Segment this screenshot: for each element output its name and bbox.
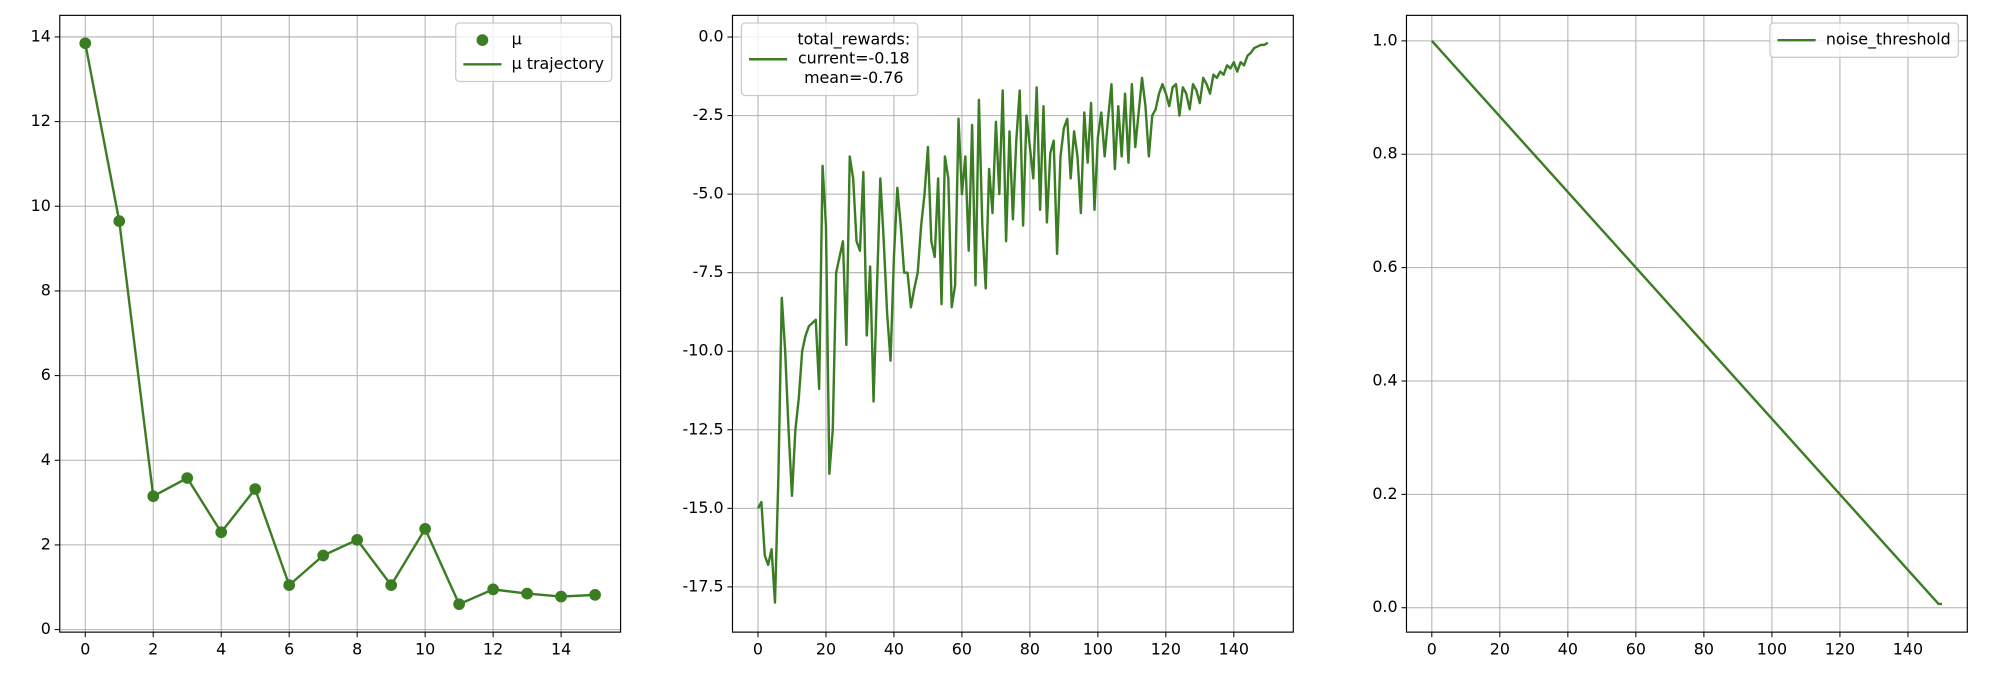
point — [589, 589, 601, 601]
x-tick-label: 0 — [753, 639, 763, 658]
x-tick-label: 20 — [816, 639, 836, 658]
subplot: 0 20 40 60 80 100 120 140 0.0 -2.5 -5.0 -7.5 -10.0 -1… — [683, 14, 1294, 658]
x-tick-label: 40 — [884, 639, 904, 658]
legend-label: μ trajectory — [512, 54, 604, 73]
x-tick-label: 140 — [1893, 639, 1923, 658]
x-tick-label: 10 — [415, 639, 435, 658]
x-tick-label: 14 — [551, 639, 571, 658]
x-tick-label: 20 — [1490, 639, 1510, 658]
x-tick-label: 60 — [952, 639, 972, 658]
x-tick-label: 80 — [1694, 639, 1714, 658]
y-tick-label: 2 — [41, 534, 51, 553]
y-tick-label: 0.6 — [1372, 257, 1397, 276]
x-tick-label: 80 — [1020, 639, 1040, 658]
x-tick-label: 100 — [1757, 639, 1787, 658]
legend-marker — [476, 34, 489, 47]
y-tick-label: 0.8 — [1372, 144, 1397, 163]
x-tick-label: 40 — [1558, 639, 1578, 658]
y-tick-label: 12 — [31, 111, 51, 130]
legend-label: total_rewards: — [797, 30, 910, 50]
x-tick-label: 60 — [1626, 639, 1646, 658]
legend-box — [1769, 22, 1960, 58]
y-tick-label: 14 — [31, 26, 51, 45]
y-tick-label: 0.0 — [1372, 597, 1397, 616]
legend: μ μ trajectory — [455, 22, 613, 83]
series-line — [756, 41, 1269, 604]
x-tick-label: 6 — [284, 639, 294, 658]
y-tick-label: 0.0 — [698, 27, 723, 46]
y-tick-label: -10.0 — [683, 341, 724, 360]
legend-label: μ — [512, 30, 522, 49]
axes-frame — [1405, 14, 1968, 633]
legend-box — [740, 22, 919, 97]
legend-label: mean=-0.76 — [804, 68, 903, 87]
y-tick-label: 0.2 — [1372, 484, 1397, 503]
legend-box — [455, 22, 613, 83]
subplot: 0 20 40 60 80 100 120 140 0.0 0.2 0.4 0.6 0.8 1.0 nois… — [1372, 14, 1968, 658]
x-tick-label: 8 — [352, 639, 362, 658]
x-tick-label: 0 — [1427, 639, 1437, 658]
x-tick-label: 4 — [216, 639, 226, 658]
y-tick-label: -7.5 — [693, 262, 724, 281]
y-tick-label: 8 — [41, 280, 51, 299]
y-tick-label: -12.5 — [683, 419, 724, 438]
y-tick-label: 0 — [41, 619, 51, 638]
x-tick-label: 2 — [148, 639, 158, 658]
y-tick-label: 6 — [41, 365, 51, 384]
point — [79, 37, 92, 50]
y-tick-label: 0.4 — [1372, 370, 1397, 389]
y-tick-label: 4 — [41, 450, 51, 469]
y-tick-label: 1.0 — [1372, 30, 1397, 49]
legend-label: current=-0.18 — [798, 49, 910, 68]
x-tick-label: 140 — [1219, 639, 1249, 658]
x-tick-label: 100 — [1083, 639, 1113, 658]
y-tick-label: -17.5 — [683, 576, 724, 595]
series-line — [1430, 40, 1942, 606]
x-tick-label: 0 — [80, 639, 90, 658]
x-tick-label: 120 — [1151, 639, 1181, 658]
x-tick-label: 120 — [1825, 639, 1855, 658]
axes-frame — [59, 14, 622, 633]
y-tick-label: -2.5 — [693, 105, 724, 124]
y-tick-label: -5.0 — [693, 184, 724, 203]
x-tick-label: 12 — [483, 639, 503, 658]
axes-frame — [731, 14, 1294, 633]
series-line — [84, 43, 596, 606]
legend: noise_threshold — [1769, 22, 1960, 58]
legend-label: noise_threshold — [1826, 30, 1951, 50]
subplot: 0 2 4 6 8 10 12 14 0 2 4 6 8 10 12 14 μ μ trajectory — [31, 14, 622, 658]
y-tick-label: -15.0 — [683, 498, 724, 517]
y-tick-label: 10 — [31, 196, 51, 215]
